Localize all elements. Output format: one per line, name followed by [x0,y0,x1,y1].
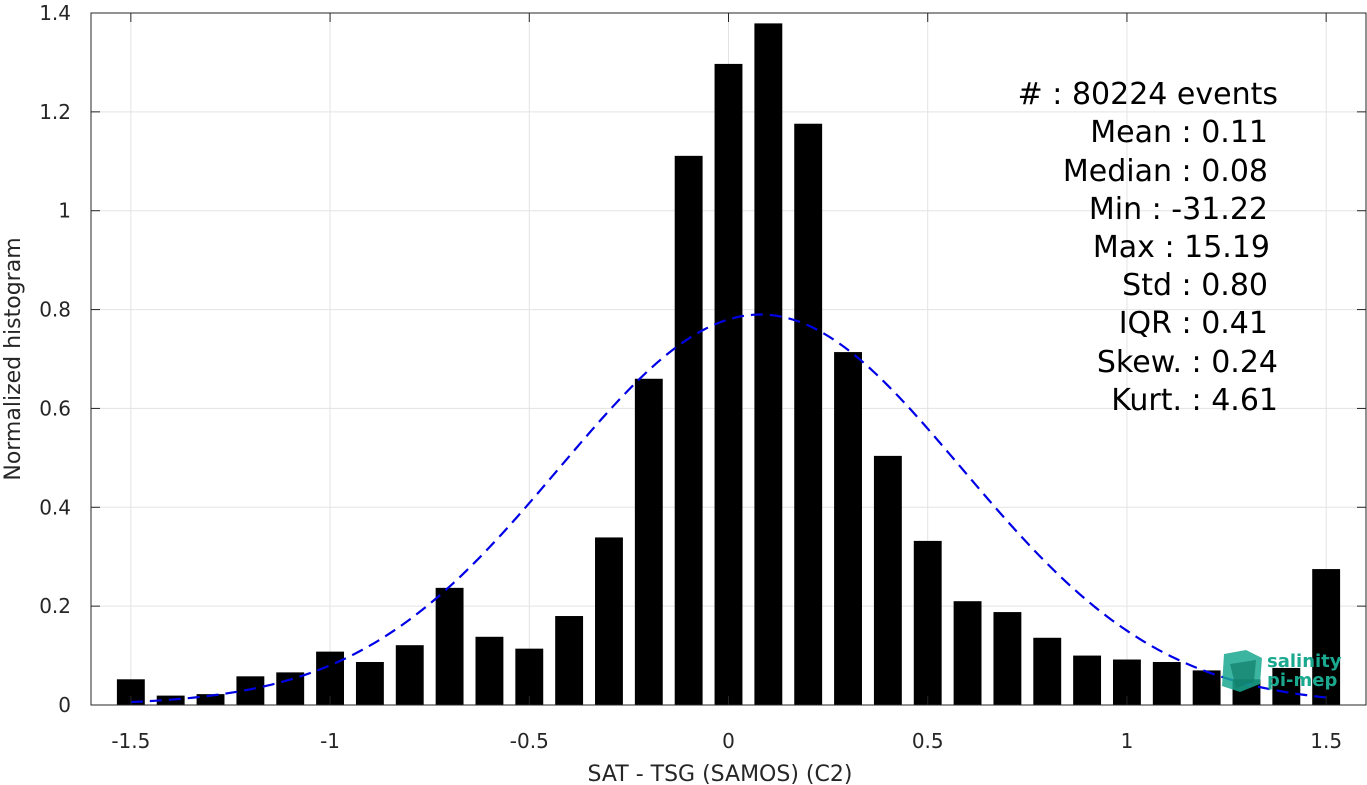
normal-fit-curve [130,313,1327,704]
x-tick-label: -0.5 [510,729,549,753]
stat-events: # : 80224 events [1018,77,1278,112]
stat-median: Median : 0.08 [1063,154,1268,189]
histogram-bar [1033,637,1062,705]
y-tick-label: 1.2 [39,100,71,124]
histogram-bar [276,672,305,705]
histogram-bar [794,123,823,706]
histogram-bar [754,23,783,705]
y-tick-label: 0.8 [39,298,71,322]
y-tick-label: 1.4 [39,1,71,25]
stat-kurt: Kurt. : 4.61 [1111,383,1278,418]
y-tick-label: 0.4 [39,495,71,519]
histogram-bar [395,645,424,705]
histogram-bar [475,636,504,705]
statistics-box: # : 80224 events Mean : 0.11 Median : 0.… [1018,77,1278,418]
y-tick-label: 0.2 [39,594,71,618]
histogram-bar [714,63,743,705]
x-tick-label: -1 [320,729,340,753]
histogram-bar [196,694,225,705]
histogram-bar [1272,667,1301,705]
histogram-bar [634,378,663,705]
histogram-bar [834,352,862,705]
y-tick-labels: 0 0.2 0.4 0.6 0.8 1 1.2 1.4 [39,1,71,717]
y-tick-label: 0.6 [39,396,71,420]
x-tick-label: 0 [722,729,735,753]
x-tick-label: 1.5 [1310,729,1342,753]
logo-emblem-shade-icon [1230,660,1256,688]
histogram-bar [674,155,703,705]
x-tick-label: -1.5 [111,729,150,753]
histogram-bar [1073,655,1102,705]
x-tick-label: 1 [1121,729,1134,753]
histogram-bar [595,537,623,705]
histogram-bar [1192,670,1221,705]
x-axis-title: SAT - TSG (SAMOS) (C2) [588,762,853,785]
histogram-bar [1312,569,1341,705]
histogram-bar [913,540,942,705]
stat-mean: Mean : 0.11 [1090,115,1268,150]
histogram-bar [435,587,464,705]
logo-text-salinity: salinity [1267,651,1342,672]
histogram-bar [953,601,982,705]
histogram-bar [555,616,584,705]
x-tick-labels: -1.5 -1 -0.5 0 0.5 1 1.5 [111,729,1342,753]
stat-min: Min : -31.22 [1089,192,1268,227]
histogram-bar [993,612,1022,705]
histogram-bar [873,455,902,705]
stat-iqr: IQR : 0.41 [1119,306,1268,341]
histogram-bar [236,676,265,705]
salinity-pimep-logo: salinity pi-mep [1222,650,1342,692]
y-axis-title: Normalized histogram [1,237,26,480]
logo-text-pimep: pi-mep [1267,670,1337,691]
stat-max: Max : 15.19 [1093,230,1270,265]
stat-skew: Skew. : 0.24 [1097,345,1278,380]
axis-ticks [91,12,1366,706]
histogram-bars [116,23,1341,706]
x-tick-label: 0.5 [912,729,944,753]
histogram-bar [515,648,544,705]
histogram-bar [1152,661,1181,705]
histogram-bar [355,661,384,705]
y-tick-label: 1 [58,199,71,223]
stat-std: Std : 0.80 [1122,268,1268,303]
y-tick-label: 0 [58,693,71,717]
